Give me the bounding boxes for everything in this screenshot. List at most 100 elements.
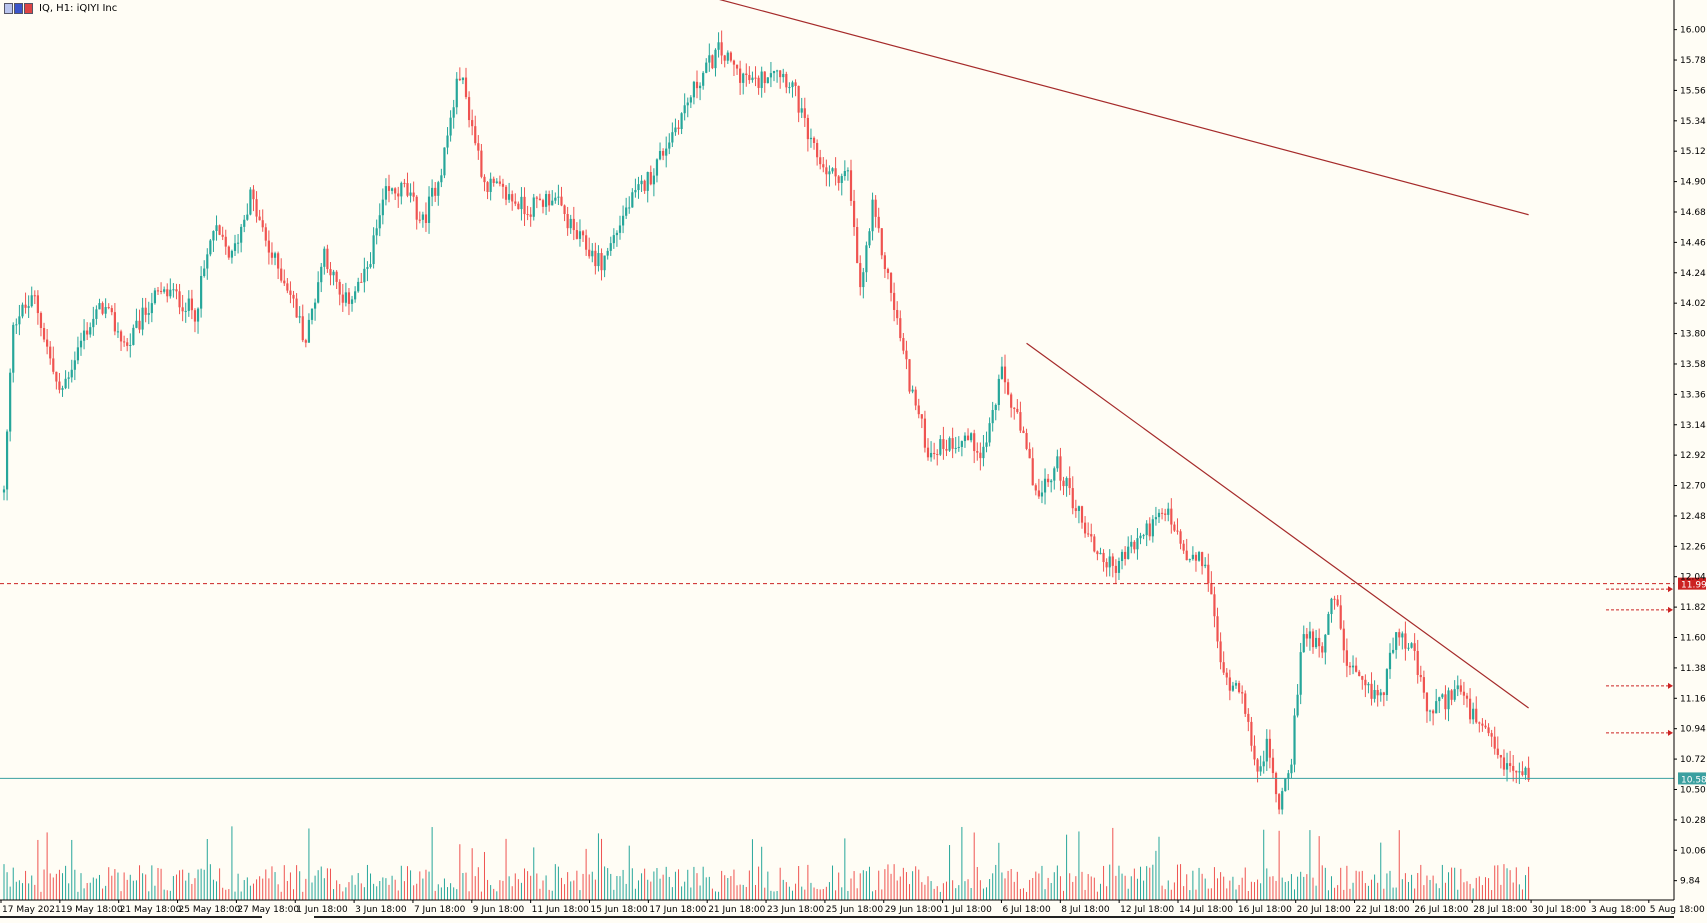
candle-body (625, 207, 628, 216)
candle-body (865, 245, 868, 273)
candle-body (1068, 478, 1071, 489)
candle-body (119, 331, 123, 342)
candle-body (877, 216, 880, 229)
candle-body (692, 81, 696, 98)
candle-body (532, 197, 535, 217)
candle-body (440, 175, 443, 183)
candle-body (141, 307, 144, 330)
candle-body (1237, 683, 1241, 693)
candle-body (1388, 652, 1392, 670)
candle-body (350, 299, 354, 304)
candle-body (951, 438, 954, 449)
x-tick-label: 25 Jun 18:00 (826, 905, 883, 915)
candle-body (668, 142, 671, 149)
price-level-label: 11.99 (1681, 581, 1707, 591)
candle-body (166, 289, 169, 297)
candle-body (822, 164, 825, 168)
candle-body (1016, 408, 1019, 413)
candle-body (621, 215, 625, 226)
x-tick-label: 15 Jun 18:00 (591, 905, 648, 915)
candle-body (224, 236, 227, 247)
candle-body (464, 77, 468, 98)
candle-body (772, 71, 776, 74)
candle-body (107, 307, 110, 309)
candle-body (338, 281, 341, 295)
candle-body (1096, 551, 1099, 555)
candle-body (70, 369, 73, 378)
candle-body (834, 168, 837, 177)
candle-body (1013, 407, 1016, 409)
candle-body (754, 77, 757, 79)
candle-body (1376, 690, 1379, 696)
candle-body (1225, 672, 1228, 678)
candle-body (1472, 708, 1475, 720)
candle-body (1274, 773, 1278, 795)
candle-body (1010, 394, 1013, 408)
candle-body (9, 372, 12, 432)
candle-body (1006, 382, 1010, 395)
x-tick-label: 1 Jul 18:00 (944, 905, 993, 915)
window-icon (4, 2, 33, 14)
candle-body (95, 309, 98, 319)
candle-body (372, 235, 375, 265)
candle-body (258, 216, 261, 221)
y-tick-label: 12.48 (1680, 512, 1706, 522)
candle-body (893, 292, 896, 310)
candle-body (637, 184, 640, 191)
y-tick-label: 12.92 (1680, 451, 1706, 461)
candle-body (520, 196, 523, 210)
x-tick-label: 3 Aug 18:00 (1591, 905, 1646, 915)
candle-body (264, 227, 267, 241)
candle-body (1364, 679, 1367, 686)
candle-body (603, 255, 606, 271)
x-tick-label: 20 Jul 18:00 (1297, 905, 1351, 915)
candle-body (495, 181, 498, 183)
x-tick-label: 11 Jun 18:00 (532, 905, 589, 915)
candle-body (172, 289, 175, 291)
candle-body (600, 253, 603, 271)
candle-body (828, 171, 831, 175)
candle-body (735, 64, 739, 69)
candle-body (698, 85, 702, 89)
candle-body (979, 452, 982, 459)
candle-body (1336, 599, 1339, 606)
candle-body (403, 182, 406, 184)
candle-body (794, 82, 797, 86)
candle-body (163, 289, 166, 292)
candle-body (782, 73, 785, 78)
candle-body (1358, 671, 1361, 677)
candle-body (766, 77, 769, 84)
candle-body (39, 313, 43, 329)
candle-body (184, 310, 187, 312)
candle-body (1022, 430, 1025, 434)
candle-body (190, 298, 193, 311)
candle-body (42, 328, 46, 340)
candle-body (67, 377, 70, 379)
candle-body (775, 70, 779, 72)
price-level-label: 10.58 (1681, 775, 1707, 785)
candle-body (1087, 533, 1090, 535)
candle-body (1210, 583, 1213, 595)
trendline (1026, 342, 1529, 709)
candle-body (856, 227, 859, 264)
candle-body (1401, 633, 1404, 638)
candle-body (618, 225, 622, 233)
candle-body (1083, 522, 1087, 534)
y-tick-label: 14.24 (1680, 269, 1706, 279)
candle-body (606, 250, 609, 256)
candle-body (723, 55, 726, 61)
candle-body (1459, 685, 1462, 692)
candle-body (1207, 564, 1210, 584)
candle-body (840, 176, 843, 183)
candle-body (424, 214, 428, 223)
candle-body (806, 117, 809, 140)
candle-body (1305, 634, 1308, 639)
x-tick-label: 3 Jun 18:00 (355, 905, 407, 915)
candle-body (1422, 677, 1425, 693)
candle-body (206, 254, 209, 269)
candle-body (1512, 765, 1515, 771)
x-tick-label: 9 Jun 18:00 (473, 905, 525, 915)
candle-body (36, 295, 39, 314)
